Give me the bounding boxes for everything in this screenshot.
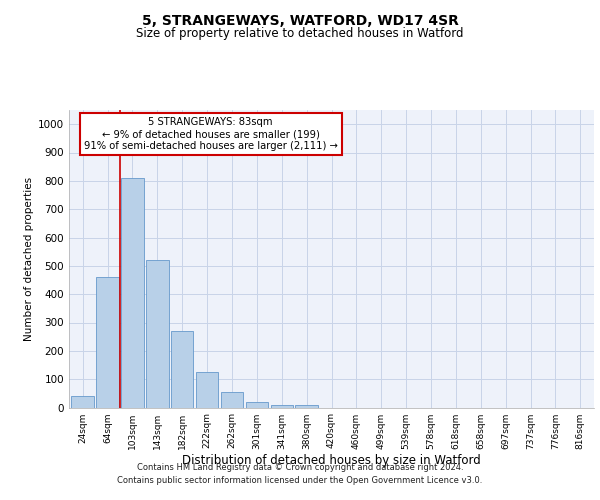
- Text: Contains public sector information licensed under the Open Government Licence v3: Contains public sector information licen…: [118, 476, 482, 485]
- Text: Size of property relative to detached houses in Watford: Size of property relative to detached ho…: [136, 28, 464, 40]
- Bar: [221, 392, 243, 407]
- Text: 5 STRANGEWAYS: 83sqm
← 9% of detached houses are smaller (199)
91% of semi-detac: 5 STRANGEWAYS: 83sqm ← 9% of detached ho…: [84, 118, 338, 150]
- Bar: [146, 260, 169, 408]
- Bar: [245, 402, 268, 407]
- X-axis label: Distribution of detached houses by size in Watford: Distribution of detached houses by size …: [182, 454, 481, 468]
- Y-axis label: Number of detached properties: Number of detached properties: [24, 176, 34, 341]
- Bar: [271, 404, 293, 407]
- Bar: [196, 372, 218, 408]
- Bar: [121, 178, 143, 408]
- Text: Contains HM Land Registry data © Crown copyright and database right 2024.: Contains HM Land Registry data © Crown c…: [137, 464, 463, 472]
- Bar: [71, 396, 94, 407]
- Bar: [97, 277, 119, 407]
- Text: 5, STRANGEWAYS, WATFORD, WD17 4SR: 5, STRANGEWAYS, WATFORD, WD17 4SR: [142, 14, 458, 28]
- Bar: [171, 331, 193, 407]
- Bar: [295, 404, 318, 407]
